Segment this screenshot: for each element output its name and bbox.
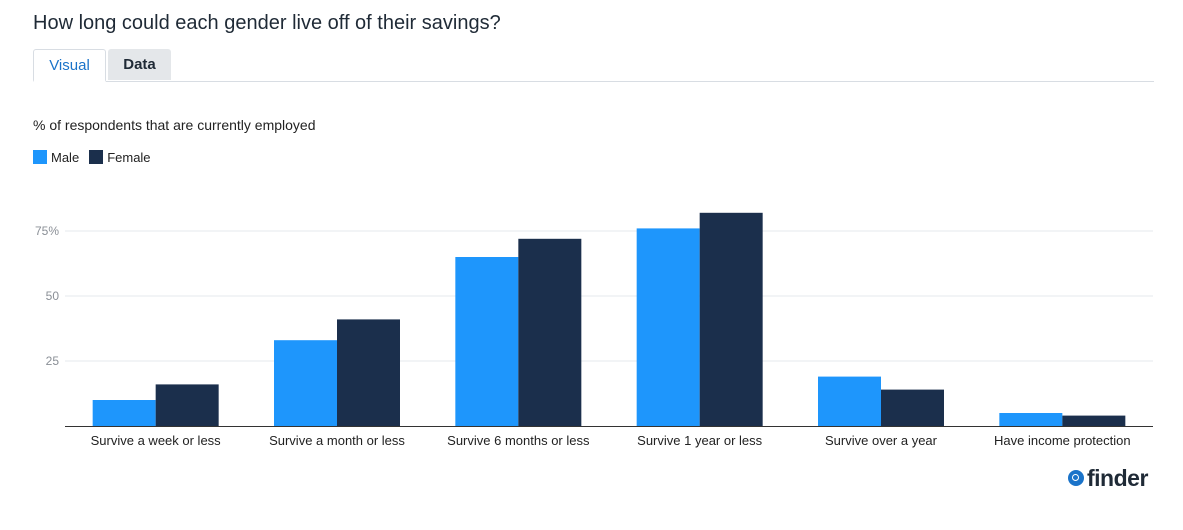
x-tick-label-5: Have income protection bbox=[994, 433, 1131, 448]
legend-item-female[interactable]: Female bbox=[89, 149, 151, 165]
bar-chart: 25 50 75% Survive a week or less Survive a m… bbox=[35, 212, 1153, 448]
tab-visual[interactable]: Visual bbox=[33, 49, 106, 82]
bar-male-4 bbox=[818, 376, 881, 426]
x-tick-label-3: Survive 1 year or less bbox=[637, 433, 762, 448]
legend-swatch-female bbox=[89, 150, 104, 164]
finder-logo-icon bbox=[1068, 470, 1084, 486]
x-tick-label-2: Survive 6 months or less bbox=[447, 433, 590, 448]
bar-male-3 bbox=[636, 228, 700, 426]
legend-swatch-male bbox=[33, 150, 47, 164]
y-tick-label-50: 50 bbox=[46, 289, 60, 303]
legend-label-male: Male bbox=[51, 149, 80, 165]
view-tabs: Visual Data bbox=[33, 49, 1154, 82]
x-tick-label-1: Survive a month or less bbox=[269, 433, 405, 448]
chart-subtitle: % of respondents that are currently empl… bbox=[33, 117, 316, 133]
finder-logo: finder bbox=[1068, 464, 1148, 492]
tab-data[interactable]: Data bbox=[108, 49, 171, 80]
bar-male-5 bbox=[999, 413, 1063, 426]
bar-male-0 bbox=[92, 400, 156, 426]
x-tick-label-4: Survive over a year bbox=[825, 433, 938, 448]
chart-title: How long could each gender live off of t… bbox=[33, 12, 501, 34]
y-tick-label-25: 25 bbox=[46, 354, 60, 368]
x-tick-label-0: Survive a week or less bbox=[91, 433, 222, 448]
bar-female-2 bbox=[518, 238, 582, 426]
bar-female-5 bbox=[1062, 415, 1126, 426]
bar-female-4 bbox=[881, 389, 944, 426]
bar-female-1 bbox=[337, 319, 400, 426]
legend-item-male[interactable]: Male bbox=[33, 150, 79, 165]
y-tick-label-75: 75% bbox=[35, 224, 59, 238]
bar-male-2 bbox=[455, 257, 519, 426]
bar-female-3 bbox=[699, 212, 763, 426]
legend-label-female: Female bbox=[107, 149, 151, 165]
legend: Male Female bbox=[33, 149, 161, 165]
bar-male-1 bbox=[274, 340, 337, 426]
finder-logo-text: finder bbox=[1087, 464, 1148, 491]
bar-female-0 bbox=[155, 384, 219, 426]
